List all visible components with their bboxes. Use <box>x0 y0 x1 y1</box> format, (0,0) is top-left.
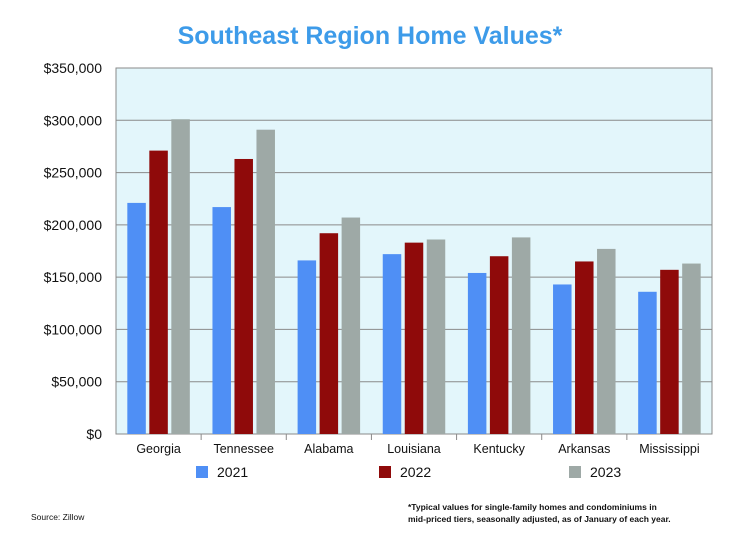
y-tick-label: $250,000 <box>44 165 103 181</box>
bar-2021-georgia <box>127 202 146 434</box>
bar-2022-kentucky <box>489 256 509 434</box>
legend: 2021 2022 2023 <box>196 464 621 480</box>
legend-label-2022: 2022 <box>400 464 431 480</box>
x-tick-label: Alabama <box>304 442 353 456</box>
bar-2023-tennessee <box>256 129 275 434</box>
x-tick-label: Arkansas <box>558 442 610 456</box>
bar-2021-kentucky <box>467 272 487 434</box>
bar-2022-alabama <box>319 233 339 434</box>
legend-label-2021: 2021 <box>217 464 248 480</box>
x-tick-label: Louisiana <box>387 442 441 456</box>
bar-2023-louisiana <box>426 239 446 434</box>
bar-2022-georgia <box>149 150 168 434</box>
source-note: Source: Zillow <box>31 512 85 522</box>
bar-2021-arkansas <box>553 284 572 434</box>
plot-area: $0 $50,000 $100,000 $150,000 $200,000 $250,00… <box>44 60 713 456</box>
x-tick-label: Georgia <box>136 442 181 456</box>
bar-2022-tennessee <box>234 158 253 434</box>
bar-2021-alabama <box>297 260 317 434</box>
bar-2021-mississippi <box>638 291 657 434</box>
footnote-line-2: mid-priced tiers, seasonally adjusted, a… <box>408 514 671 524</box>
y-tick-label: $50,000 <box>51 374 102 390</box>
legend-swatch-2023 <box>569 466 581 478</box>
bar-2021-louisiana <box>382 254 402 434</box>
bar-2023-alabama <box>341 217 361 434</box>
bar-2023-mississippi <box>682 263 701 434</box>
y-tick-label: $200,000 <box>44 217 103 233</box>
bar-2022-mississippi <box>660 269 679 434</box>
chart-title: Southeast Region Home Values* <box>178 22 563 50</box>
y-tick-label: $350,000 <box>44 60 103 76</box>
y-tick-label: $300,000 <box>44 112 103 128</box>
bar-2021-tennessee <box>212 207 231 434</box>
bar-2023-georgia <box>171 119 190 435</box>
bar-2022-arkansas <box>575 261 594 434</box>
bar-2023-arkansas <box>597 248 616 434</box>
legend-label-2023: 2023 <box>590 464 621 480</box>
legend-swatch-2021 <box>196 466 208 478</box>
bar-2022-louisiana <box>404 242 424 434</box>
x-tick-label: Kentucky <box>473 442 525 456</box>
y-tick-label: $150,000 <box>44 269 103 285</box>
bar-2023-kentucky <box>511 237 531 434</box>
legend-swatch-2022 <box>379 466 391 478</box>
y-tick-label: $100,000 <box>44 321 103 337</box>
footnote-line-1: *Typical values for single-family homes … <box>408 502 657 512</box>
x-tick-label: Mississippi <box>639 442 699 456</box>
y-tick-label: $0 <box>86 426 102 442</box>
x-tick-label: Tennessee <box>213 442 274 456</box>
